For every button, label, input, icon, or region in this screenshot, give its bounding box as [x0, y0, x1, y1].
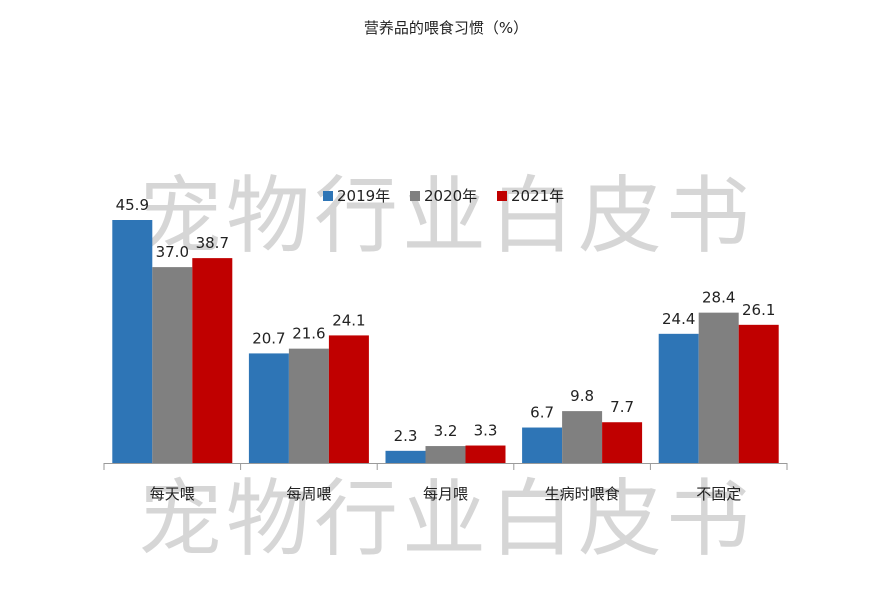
- bar-2019年-每天喂: [112, 220, 153, 463]
- bar-2021年-不固定: [738, 324, 779, 463]
- bar-2020年-生病时喂食: [562, 411, 603, 463]
- legend-item-2021年: 2021年: [497, 187, 564, 205]
- data-label: 6.7: [530, 404, 554, 422]
- legend-label: 2021年: [511, 187, 564, 205]
- bar-2019年-不固定: [658, 333, 699, 463]
- watermark-top: 宠物行业白皮书: [138, 167, 754, 265]
- data-label: 7.7: [610, 398, 634, 416]
- data-label: 21.6: [292, 325, 325, 343]
- legend-label: 2020年: [424, 187, 477, 205]
- legend-swatch: [323, 191, 333, 201]
- chart-title: 营养品的喂食习惯（%）: [364, 19, 528, 37]
- x-tick-label: 不固定: [696, 485, 741, 503]
- data-label: 45.9: [116, 196, 149, 214]
- data-label: 3.2: [434, 422, 458, 440]
- legend-swatch: [410, 191, 420, 201]
- bar-2021年-每天喂: [192, 258, 233, 463]
- x-tick-label: 每月喂: [423, 485, 468, 503]
- data-label: 26.1: [742, 301, 775, 319]
- category-labels-layer: 每天喂 每周喂 每月喂 生病时喂食 不固定: [150, 485, 741, 503]
- data-label: 37.0: [156, 243, 189, 261]
- data-label: 24.4: [662, 310, 695, 328]
- data-label: 24.1: [332, 311, 365, 329]
- watermark-bottom: 宠物行业白皮书: [138, 470, 754, 568]
- bar-2019年-每月喂: [385, 450, 426, 463]
- bar-2020年-不固定: [698, 312, 739, 463]
- watermark-layer: 宠物行业白皮书 宠物行业白皮书: [138, 167, 754, 568]
- data-label: 9.8: [570, 387, 594, 405]
- data-label: 38.7: [196, 234, 229, 252]
- bars-layer: [112, 220, 779, 463]
- legend-swatch: [497, 191, 507, 201]
- legend-label: 2019年: [337, 187, 390, 205]
- legend: 2019年 2020年 2021年: [323, 187, 564, 205]
- data-label: 3.3: [474, 422, 498, 440]
- x-tick-label: 每天喂: [150, 485, 195, 503]
- bar-2020年-每月喂: [425, 446, 466, 463]
- bar-2019年-每周喂: [248, 353, 289, 463]
- bar-2021年-每周喂: [328, 335, 369, 463]
- data-label: 20.7: [252, 329, 285, 347]
- data-label: 28.4: [702, 289, 735, 307]
- legend-item-2020年: 2020年: [410, 187, 477, 205]
- legend-item-2019年: 2019年: [323, 187, 390, 205]
- bar-2021年-生病时喂食: [602, 422, 643, 463]
- bar-2020年-每周喂: [288, 348, 329, 463]
- bar-2019年-生病时喂食: [522, 427, 563, 463]
- bar-2021年-每月喂: [465, 445, 506, 463]
- data-label: 2.3: [394, 427, 418, 445]
- value-labels-layer: 45.9 37.0 38.7 20.7 21.6 24.1 2.3 3.2 3.3 6.7 9.8 7…: [116, 196, 776, 445]
- x-tick-label: 生病时喂食: [545, 485, 620, 503]
- x-tick-label: 每周喂: [286, 485, 331, 503]
- x-axis: [103, 463, 788, 470]
- bar-2020年-每天喂: [152, 267, 193, 463]
